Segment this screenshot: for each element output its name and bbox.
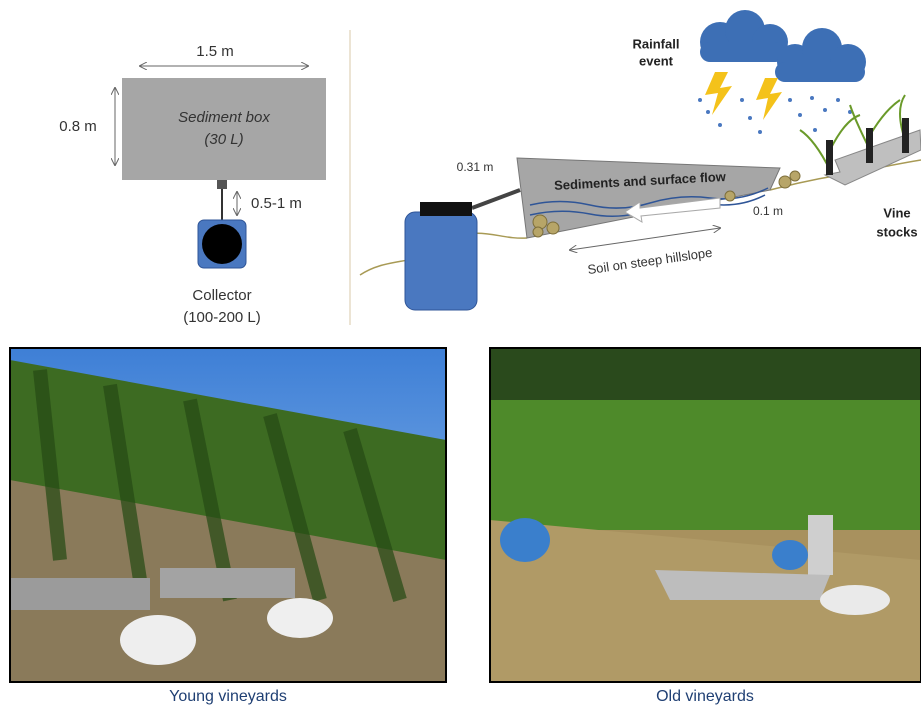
connector [217, 180, 227, 189]
inlet-height: 0.31 m [457, 160, 494, 174]
rain [698, 96, 852, 134]
vines [799, 94, 906, 171]
sediment-box-profile [516, 157, 781, 239]
photo-young [9, 347, 447, 683]
sediment-box [122, 78, 326, 180]
rain-label: Rainfall [633, 36, 680, 51]
jug-cap [420, 202, 472, 216]
collector-jug [404, 211, 478, 311]
plan-view: 1.5 m 0.8 m Sediment box (30 L) 0.5-1 m … [59, 43, 326, 326]
pipe [471, 188, 521, 210]
collector-volume: (100-200 L) [183, 309, 261, 326]
flow-arrow [624, 197, 721, 223]
vine-label: stocks [876, 224, 917, 239]
collector-lid [202, 224, 242, 264]
box-title: Sediment box [178, 109, 270, 126]
sediments [532, 170, 801, 238]
clouds [700, 10, 866, 82]
photo-caption: Young vineyards [169, 688, 287, 705]
lightning [705, 72, 782, 120]
width-label: 1.5 m [196, 43, 234, 60]
distance-label: 0.5-1 m [251, 195, 302, 212]
vine-label: Vine [883, 205, 910, 220]
box-volume: (30 L) [204, 131, 243, 148]
photo-caption: Old vineyards [656, 688, 754, 705]
vine-stocks [826, 118, 909, 175]
slope-arrow [570, 228, 720, 250]
height-label: 0.8 m [59, 118, 97, 135]
outlet-height: 0.1 m [753, 204, 783, 218]
soil-label: Soil on steep hillslope [587, 245, 714, 277]
collector-title: Collector [192, 287, 251, 304]
photo-old [489, 347, 921, 683]
rain-label: event [639, 53, 674, 68]
profile-view: Rainfall event Sediments and surface flo… [359, 10, 921, 311]
